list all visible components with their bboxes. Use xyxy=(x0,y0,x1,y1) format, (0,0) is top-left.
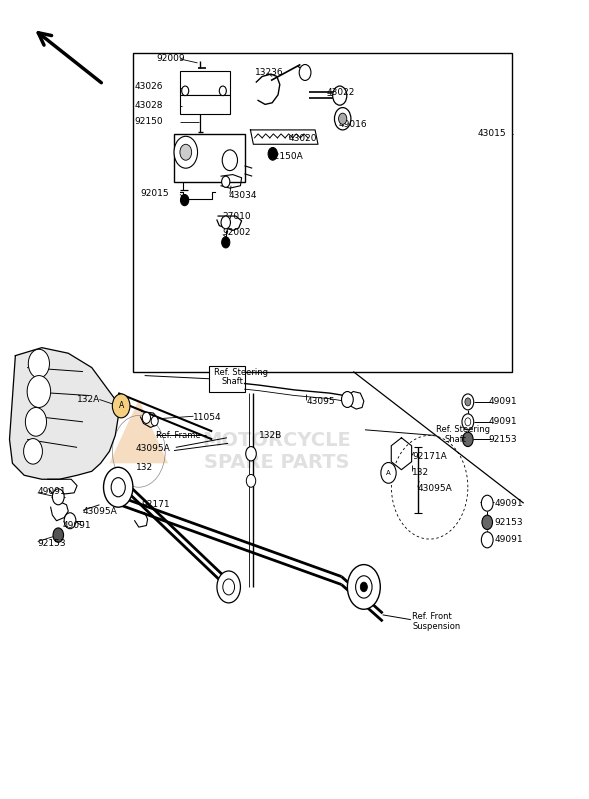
Text: 43095: 43095 xyxy=(306,396,335,406)
Circle shape xyxy=(268,148,277,161)
Circle shape xyxy=(111,478,125,497)
Text: 43015: 43015 xyxy=(478,129,507,138)
Circle shape xyxy=(462,414,474,430)
Circle shape xyxy=(339,113,347,125)
Text: 43095A: 43095A xyxy=(418,484,453,493)
Text: 49091: 49091 xyxy=(494,535,523,544)
Circle shape xyxy=(246,475,256,487)
Bar xyxy=(180,95,230,114)
Circle shape xyxy=(360,582,368,592)
Text: 49091: 49091 xyxy=(488,417,517,427)
Text: 49091: 49091 xyxy=(494,499,523,507)
Circle shape xyxy=(299,65,311,81)
Text: Ref. Steering: Ref. Steering xyxy=(214,368,268,377)
Circle shape xyxy=(481,532,493,548)
Text: 92171A: 92171A xyxy=(412,452,447,462)
Polygon shape xyxy=(110,400,168,463)
Circle shape xyxy=(143,412,151,423)
Circle shape xyxy=(381,463,396,483)
Text: 92171: 92171 xyxy=(142,500,170,509)
Text: 92009: 92009 xyxy=(157,54,185,63)
Text: 11054: 11054 xyxy=(193,412,222,422)
Polygon shape xyxy=(9,348,118,479)
Circle shape xyxy=(333,86,347,105)
Text: 43095A: 43095A xyxy=(136,444,171,454)
Circle shape xyxy=(24,439,42,464)
Circle shape xyxy=(219,86,226,96)
Bar xyxy=(174,134,244,181)
Text: 49091: 49091 xyxy=(62,521,91,530)
Circle shape xyxy=(221,176,230,187)
Circle shape xyxy=(221,216,230,229)
Text: Shaft: Shaft xyxy=(445,435,467,444)
Circle shape xyxy=(335,108,351,130)
Circle shape xyxy=(53,528,64,543)
Circle shape xyxy=(174,137,197,169)
Circle shape xyxy=(465,398,471,406)
Text: 92153: 92153 xyxy=(38,539,67,547)
Circle shape xyxy=(27,376,51,407)
Circle shape xyxy=(246,447,256,461)
Text: 27010: 27010 xyxy=(223,212,252,221)
Text: 49091: 49091 xyxy=(488,397,517,407)
Circle shape xyxy=(222,150,237,170)
Text: 92153: 92153 xyxy=(494,518,523,527)
Circle shape xyxy=(25,407,47,436)
Text: Ref. Front: Ref. Front xyxy=(412,612,452,621)
Text: 132: 132 xyxy=(136,463,153,471)
Circle shape xyxy=(348,565,380,610)
Bar xyxy=(133,53,512,372)
Text: 49016: 49016 xyxy=(339,120,367,129)
Text: 43026: 43026 xyxy=(135,81,163,90)
Circle shape xyxy=(181,86,188,96)
Circle shape xyxy=(52,489,64,505)
Text: Shaft: Shaft xyxy=(221,377,243,387)
Text: 43028: 43028 xyxy=(135,101,163,110)
Text: 43095A: 43095A xyxy=(83,507,118,515)
Circle shape xyxy=(462,432,473,447)
Circle shape xyxy=(342,392,353,407)
Text: 92150: 92150 xyxy=(135,117,163,126)
Circle shape xyxy=(112,394,130,418)
Circle shape xyxy=(223,579,234,595)
Circle shape xyxy=(356,576,372,598)
Circle shape xyxy=(462,394,474,410)
Text: Suspension: Suspension xyxy=(412,622,460,630)
Circle shape xyxy=(151,416,158,426)
Text: 92015: 92015 xyxy=(140,189,168,198)
Text: 92153: 92153 xyxy=(488,435,517,444)
Text: 13236: 13236 xyxy=(254,68,283,77)
Text: 92002: 92002 xyxy=(223,229,252,237)
Text: 132A: 132A xyxy=(77,395,100,404)
Text: 132B: 132B xyxy=(259,431,283,440)
Text: A: A xyxy=(118,401,124,411)
Text: Ref. Steering: Ref. Steering xyxy=(435,425,489,435)
Circle shape xyxy=(482,515,492,530)
Circle shape xyxy=(104,467,133,507)
Circle shape xyxy=(217,571,240,603)
Text: 43020: 43020 xyxy=(289,134,317,143)
Text: 132: 132 xyxy=(412,468,429,477)
Text: 43034: 43034 xyxy=(229,191,257,200)
Bar xyxy=(209,366,244,392)
Circle shape xyxy=(481,495,493,511)
Circle shape xyxy=(64,513,76,529)
Text: 92150A: 92150A xyxy=(268,152,303,161)
Text: Ref. Frame: Ref. Frame xyxy=(157,431,201,440)
Circle shape xyxy=(465,418,471,426)
Text: A: A xyxy=(386,470,391,476)
Circle shape xyxy=(28,349,49,378)
Text: 49091: 49091 xyxy=(38,487,67,495)
Circle shape xyxy=(180,145,191,161)
Circle shape xyxy=(180,194,188,205)
Text: 43022: 43022 xyxy=(327,88,355,97)
Bar xyxy=(180,71,230,95)
Circle shape xyxy=(221,237,230,248)
Text: MOTORCYCLE
SPARE PARTS: MOTORCYCLE SPARE PARTS xyxy=(203,431,351,472)
